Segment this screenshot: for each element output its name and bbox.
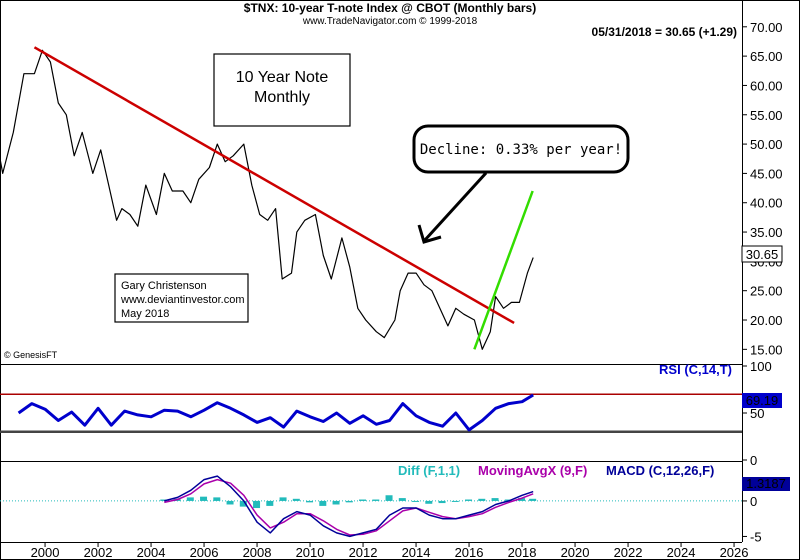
time-tick-label: 2024 [667,545,696,560]
diff-bar [398,498,406,501]
diff-bar [200,496,208,501]
macd-tick-label: -5 [750,529,762,544]
diff-bar [266,500,274,506]
chart-title: $TNX: 10-year T-note Index @ CBOT (Month… [244,1,536,15]
diff-bar [372,499,380,501]
time-tick-label: 2000 [31,545,60,560]
rsi-label: RSI (C,14,T) [659,362,732,377]
price-tick-label: 50.00 [750,137,783,152]
macd-label: MACD (C,12,26,F) [606,463,714,478]
price-last-box [741,245,783,263]
time-tick-label: 2014 [402,545,431,560]
diff-label: Diff (F,1,1) [398,463,460,478]
macd-last-box [742,477,790,491]
rsi-tick-label: 100 [750,359,772,374]
diff-bar [412,500,420,502]
time-tick-label: 2002 [84,545,113,560]
diff-bar [160,499,168,501]
diff-bar [491,498,499,501]
price-tick-label: 65.00 [750,49,783,64]
time-tick-label: 2020 [561,545,590,560]
credit-label: © GenesisFT [4,350,58,360]
diff-bar [213,497,221,501]
series-layer [0,49,742,538]
diff-bar [465,499,473,501]
moving-avg-label: MovingAvgX (9,F) [478,463,587,478]
time-tick-label: 2012 [349,545,378,560]
diff-bar [529,498,537,501]
price-last-value: 30.65 [746,247,779,262]
diff-bar [518,498,526,501]
downtrend-trendline [33,46,515,325]
diff-bar [306,500,314,503]
price-tick-label: 15.00 [750,342,783,357]
diff-bar [186,497,194,501]
macd-line [164,475,534,538]
rsi-line [17,393,534,432]
diff-bar [253,500,261,509]
rsi-tick-label: 0 [750,453,757,468]
rsi-tick-label: 50 [750,406,764,421]
price-line [0,49,534,350]
price-tick-label: 35.00 [750,225,783,240]
callout-box [412,124,630,174]
diff-bar [451,500,459,502]
time-tick-label: 2018 [508,545,537,560]
diff-bar [279,497,287,501]
rsi-last-box [742,393,782,408]
uptrend-trendline [473,190,534,350]
author-website: www.deviantinvestor.com [120,294,245,306]
callout-arrow-head [417,224,442,244]
diff-bar [504,499,512,501]
time-axis-ticks: 2000 2002 2004 2006 2008 2010 2012 2014 2016 2018… [31,542,749,560]
time-tick-label: 2016 [455,545,484,560]
trendline-layer [33,46,534,350]
diff-bar [425,500,433,504]
rsi-last-value: 69.19 [746,393,779,408]
time-tick-label: 2022 [614,545,643,560]
time-tick-label: 2010 [296,545,325,560]
diff-bar [292,498,300,501]
diff-bar [385,495,393,501]
diff-bar [478,498,486,501]
diff-bar [332,500,340,505]
price-tick-label: 55.00 [750,108,783,123]
price-tick-label: 45.00 [750,166,783,181]
price-tick-label: 40.00 [750,196,783,211]
author-name: Gary Christenson [121,280,207,292]
rsi-axis-ticks: 0 50 100 [742,359,772,468]
moving-avg-line [164,478,534,536]
label-box-line-1: 10 Year Note [236,69,329,86]
price-tick-label: 70.00 [750,20,783,35]
time-tick-label: 2004 [137,545,166,560]
diff-bar [359,499,367,501]
price-tick-label: 60.00 [750,78,783,93]
callout-arrow-shaft [423,171,488,242]
diff-bar [438,500,446,504]
diff-bar [226,500,234,505]
time-tick-label: 2026 [720,545,749,560]
price-tick-label: 25.00 [750,284,783,299]
price-tick-label: 20.00 [750,313,783,328]
author-date: May 2018 [121,308,169,320]
macd-axis-ticks: -5 0 [742,494,762,544]
quote-readout: 05/31/2018 = 30.65 (+1.29) [592,25,737,39]
diff-bar [319,500,327,506]
macd-last-value: 1.3187 [746,476,786,491]
author-box [114,273,249,323]
diff-bar [239,500,247,507]
callout-text: Decline: 0.33% per year! [420,142,622,158]
macd-tick-label: 0 [750,494,757,509]
label-box [213,53,351,127]
diff-bar [345,500,353,503]
chart-subtitle: www.TradeNavigator.com © 1999-2018 [302,16,478,27]
time-tick-label: 2006 [190,545,219,560]
label-box-line-2: Monthly [254,89,310,106]
time-tick-label: 2008 [243,545,272,560]
